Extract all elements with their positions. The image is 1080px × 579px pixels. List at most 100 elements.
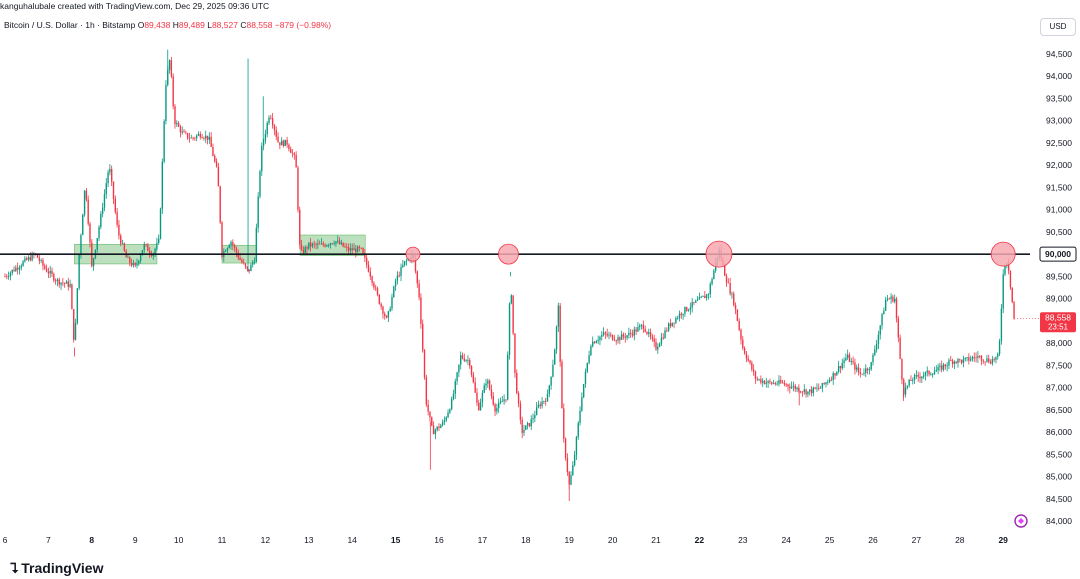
candle-body bbox=[449, 409, 451, 413]
ohlc-low-label: L bbox=[207, 20, 212, 30]
candle-body bbox=[327, 244, 330, 246]
candle-body bbox=[288, 144, 290, 150]
candle-body bbox=[447, 412, 449, 418]
currency-selector[interactable]: USD bbox=[1040, 18, 1076, 36]
candle-body bbox=[214, 155, 216, 162]
time-axis[interactable]: 6 7 8 9 10 11 12 13 14 15 16 17 18 19 20 21 22 23 24 25 26 27… bbox=[3, 535, 1009, 545]
candle-body bbox=[474, 382, 476, 393]
candle-body bbox=[237, 252, 239, 258]
candle-body bbox=[85, 190, 88, 200]
price-axis-label: 87,500 bbox=[1046, 360, 1072, 370]
candle-body bbox=[789, 386, 791, 389]
candle-body bbox=[465, 360, 467, 361]
candle-body bbox=[63, 283, 66, 284]
candle-body bbox=[619, 337, 621, 340]
candle-body bbox=[414, 257, 417, 272]
candle-body bbox=[854, 362, 856, 370]
candle-body bbox=[904, 387, 907, 395]
candle-body bbox=[293, 153, 296, 155]
candle-body bbox=[100, 213, 102, 228]
candle-body bbox=[655, 341, 657, 350]
candle-body bbox=[926, 370, 928, 373]
candle-body bbox=[917, 374, 919, 377]
candle-body bbox=[879, 325, 881, 335]
candle-body bbox=[118, 224, 120, 236]
candle-body bbox=[877, 334, 880, 344]
time-axis-label: 15 bbox=[391, 535, 401, 545]
candle-body bbox=[38, 257, 41, 261]
candle-body bbox=[939, 365, 941, 368]
candle-body bbox=[378, 294, 381, 304]
candle-body bbox=[765, 382, 768, 384]
candle-body bbox=[376, 288, 379, 295]
time-axis-label: 6 bbox=[3, 535, 8, 545]
price-axis-label: 93,500 bbox=[1046, 93, 1072, 103]
candle-body bbox=[259, 171, 261, 197]
time-axis-label: 13 bbox=[304, 535, 314, 545]
candle-body bbox=[373, 282, 375, 288]
candle-body bbox=[543, 401, 545, 402]
symbol-name: Bitcoin / U.S. Dollar · 1h · Bitstamp bbox=[4, 20, 136, 30]
candle-body bbox=[342, 242, 344, 247]
replay-icon-core[interactable] bbox=[1018, 518, 1024, 524]
candle-body bbox=[268, 117, 270, 123]
price-axis[interactable]: 94,500 94,000 93,500 93,000 92,500 92,000 91,5… bbox=[1046, 49, 1072, 526]
tradingview-logo[interactable]: ⮧ TradingView bbox=[6, 560, 103, 577]
candle-body bbox=[649, 332, 652, 337]
rejection-marker[interactable] bbox=[705, 240, 733, 268]
candle-body bbox=[989, 362, 992, 364]
candle-body bbox=[935, 370, 937, 372]
replay-icon-ring[interactable] bbox=[1014, 514, 1028, 528]
candle-body bbox=[845, 357, 847, 361]
candle-body bbox=[799, 391, 802, 393]
candle-body bbox=[767, 381, 769, 383]
time-axis-label: 10 bbox=[174, 535, 184, 545]
candle-body bbox=[521, 419, 523, 433]
candle-body bbox=[633, 329, 635, 336]
candle-body bbox=[497, 403, 500, 409]
replay-icon[interactable] bbox=[1014, 514, 1028, 528]
candle-body bbox=[145, 244, 147, 245]
candle-body bbox=[986, 358, 988, 362]
candle-body bbox=[628, 332, 630, 336]
candle-body bbox=[535, 407, 538, 416]
candle-body bbox=[604, 332, 607, 334]
candle-body bbox=[962, 359, 965, 363]
candle-body bbox=[948, 360, 950, 366]
candle-body bbox=[508, 303, 511, 355]
candle-body bbox=[460, 355, 462, 365]
candle-body bbox=[588, 355, 590, 363]
candle-body bbox=[65, 281, 68, 284]
candle-body bbox=[186, 133, 189, 139]
candle-body bbox=[165, 85, 167, 122]
candle-body bbox=[729, 283, 731, 294]
candle-body bbox=[673, 322, 675, 324]
candle-body bbox=[894, 298, 896, 302]
time-axis-label: 24 bbox=[781, 535, 791, 545]
rejection-marker[interactable] bbox=[990, 241, 1016, 267]
candle-body bbox=[181, 131, 183, 133]
candle-body bbox=[689, 307, 692, 310]
candle-body bbox=[783, 382, 786, 385]
candle-body bbox=[172, 76, 174, 107]
candle-body bbox=[890, 296, 892, 299]
candle-body bbox=[1013, 302, 1015, 319]
candle-body bbox=[201, 137, 203, 139]
rejection-marker[interactable] bbox=[498, 243, 519, 265]
candle-body bbox=[803, 389, 805, 392]
last-price-tag-text: 88,558 bbox=[1045, 312, 1071, 322]
candle-body bbox=[973, 357, 975, 358]
candle-body bbox=[993, 359, 995, 360]
candle-body bbox=[787, 384, 789, 387]
candle-body bbox=[487, 380, 489, 384]
candle-body bbox=[997, 353, 999, 357]
candle-body bbox=[438, 426, 440, 429]
candle-body bbox=[436, 426, 438, 430]
rejection-marker[interactable] bbox=[405, 246, 421, 262]
candle-body bbox=[110, 168, 113, 182]
candle-body bbox=[331, 243, 334, 245]
candle-body bbox=[577, 422, 579, 437]
candle-body bbox=[136, 263, 138, 266]
candle-body bbox=[975, 357, 977, 359]
